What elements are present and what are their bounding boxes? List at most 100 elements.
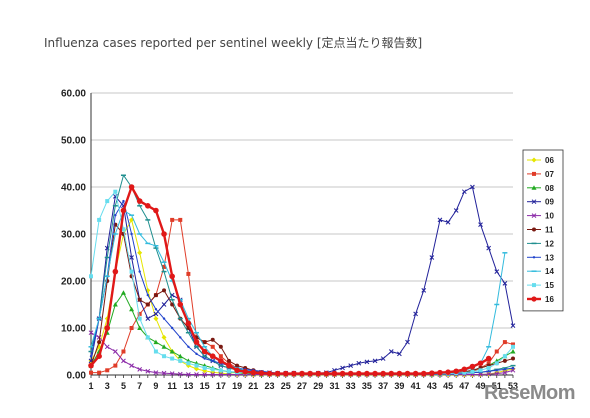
data-point <box>531 213 537 218</box>
data-point <box>315 370 322 377</box>
y-tick-label: 50.00 <box>61 136 86 147</box>
data-point <box>461 189 467 195</box>
data-point <box>97 370 102 375</box>
data-point <box>185 320 192 327</box>
legend-label: 16 <box>545 295 554 304</box>
data-point <box>218 344 223 349</box>
data-point <box>299 370 305 377</box>
data-point <box>364 359 370 365</box>
data-point <box>145 316 151 321</box>
data-point <box>226 362 232 369</box>
legend-item-06: 06 <box>527 156 554 165</box>
x-tick-label: 37 <box>378 381 388 391</box>
data-point <box>162 288 167 293</box>
legend-label: 15 <box>545 281 554 290</box>
x-tick-label: 25 <box>281 381 291 391</box>
data-point <box>137 250 143 256</box>
data-point <box>161 231 167 237</box>
data-point <box>331 370 338 377</box>
data-point <box>120 207 127 214</box>
x-tick-label: 21 <box>248 381 258 391</box>
data-point <box>145 203 151 209</box>
series-10 <box>88 330 516 377</box>
resemom-logo: ReseMom <box>484 382 575 404</box>
data-point <box>274 370 281 377</box>
x-tick-label: 11 <box>167 381 177 391</box>
data-point <box>121 349 126 354</box>
data-point <box>113 189 118 194</box>
data-point <box>136 198 143 204</box>
data-point <box>88 330 94 336</box>
data-point <box>129 306 135 312</box>
legend-label: 14 <box>545 267 554 276</box>
legend-label: 10 <box>545 212 554 221</box>
gridlines <box>91 92 513 329</box>
data-point <box>96 353 102 360</box>
data-point <box>437 217 443 223</box>
data-point <box>88 362 94 369</box>
legend-item-11: 11 <box>527 226 554 235</box>
x-tick-label: 33 <box>346 381 356 391</box>
x-tick-label: 35 <box>362 381 372 391</box>
data-point <box>137 316 142 321</box>
data-point <box>453 368 459 375</box>
y-tick-label: 40.00 <box>61 183 86 194</box>
series-14 <box>88 209 508 375</box>
data-point <box>153 293 158 298</box>
data-point <box>154 308 158 311</box>
data-point <box>112 349 118 354</box>
y-tick-label: 60.00 <box>61 89 86 100</box>
data-point <box>226 369 231 374</box>
data-point <box>347 370 354 377</box>
x-tick-label: 39 <box>394 381 404 391</box>
x-tick-label: 3 <box>105 381 110 391</box>
data-point <box>532 171 536 176</box>
data-point <box>153 316 159 322</box>
x-tick-label: 9 <box>153 381 158 391</box>
series-line <box>90 174 514 375</box>
data-point <box>242 368 248 375</box>
data-point <box>494 269 500 274</box>
legend-label: 12 <box>545 239 554 248</box>
data-point <box>250 369 257 376</box>
data-point <box>161 334 167 340</box>
data-point <box>511 366 515 370</box>
data-point <box>186 361 191 366</box>
data-point <box>478 372 483 377</box>
data-point <box>502 358 507 363</box>
data-point <box>404 370 411 377</box>
series-line <box>90 332 514 375</box>
data-point <box>445 219 451 225</box>
x-tick-label: 51 <box>492 381 502 391</box>
x-tick-label: 15 <box>200 381 210 391</box>
x-tick-label: 19 <box>232 381 242 391</box>
x-tick-label: 31 <box>329 381 339 391</box>
data-point <box>161 370 167 376</box>
data-point <box>380 370 386 377</box>
data-point <box>364 370 370 377</box>
series-12 <box>88 174 516 375</box>
data-point <box>105 368 110 373</box>
data-point <box>218 368 223 373</box>
data-point <box>218 372 224 377</box>
data-point <box>162 264 167 269</box>
legend-item-10: 10 <box>527 212 554 221</box>
data-point <box>209 353 216 360</box>
data-point <box>494 361 499 366</box>
data-point <box>187 345 190 348</box>
data-point <box>372 370 378 377</box>
y-tick-label: 20.00 <box>61 277 86 288</box>
data-point <box>510 323 516 329</box>
data-point <box>478 222 483 227</box>
data-point <box>121 358 126 364</box>
x-tick-label: 47 <box>459 381 469 391</box>
data-point <box>145 368 151 374</box>
data-point <box>170 326 174 330</box>
data-point <box>356 360 362 366</box>
data-point <box>510 349 516 354</box>
data-point <box>388 349 394 354</box>
data-point <box>105 199 110 204</box>
legend-item-13: 13 <box>527 253 554 262</box>
legend-item-08: 08 <box>527 184 554 193</box>
